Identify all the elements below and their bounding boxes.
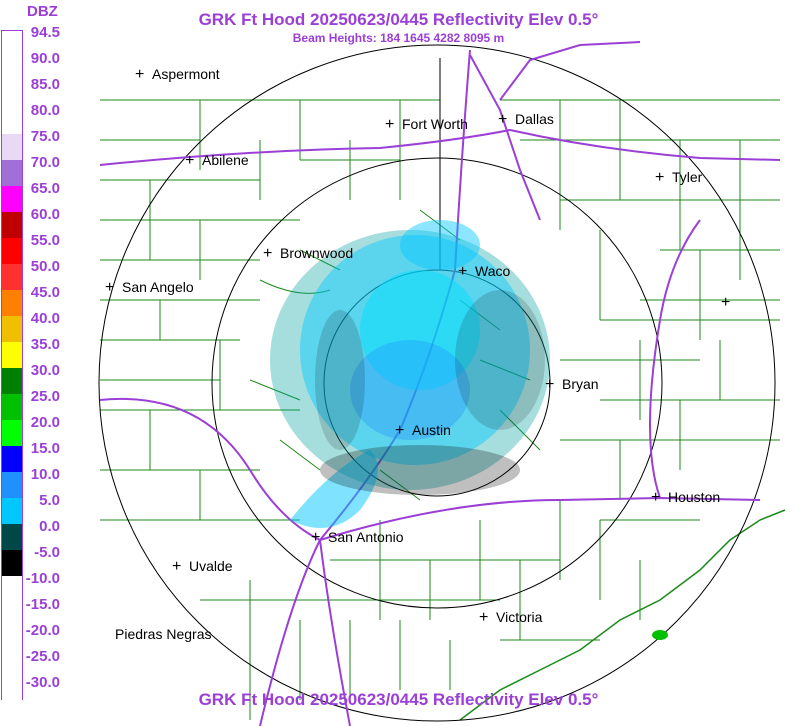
reflectivity-echoes: [270, 220, 668, 640]
legend-color-swatch: [1, 550, 23, 576]
legend-tick-label: 70.0: [30, 154, 60, 171]
legend-tick-label: 65.0: [30, 180, 60, 197]
city-marker-icon: +: [135, 66, 145, 83]
legend-color-swatch: [1, 576, 23, 602]
legend-color-swatch: [1, 238, 23, 264]
legend-color-swatch: [1, 82, 23, 108]
legend-tick-label: 40.0: [30, 310, 60, 327]
city-label: Uvalde: [189, 558, 233, 574]
reflectivity-legend: DBZ 94.5 90.0 85.0 80.0 75.0 70.0 65.0 60.0 55.0…: [0, 0, 100, 726]
city-marker-icon: +: [651, 489, 661, 506]
legend-color-swatch: [1, 290, 23, 316]
legend-color-swatch: [1, 160, 23, 186]
legend-color-swatch: [1, 498, 23, 524]
legend-color-swatch: [1, 134, 23, 160]
legend-tick-label: 25.0: [30, 388, 60, 405]
beam-heights: Beam Heights: 184 1645 4282 8095 m: [292, 31, 505, 45]
legend-color-swatch: [1, 316, 23, 342]
city-label: Waco: [475, 263, 511, 279]
legend-tick-label: 10.0: [30, 466, 60, 483]
city-marker-icon: +: [479, 609, 489, 626]
city-marker-icon: +: [185, 152, 195, 169]
legend-tick-label: -20.0: [25, 622, 60, 639]
city-label: Bryan: [562, 376, 599, 392]
legend-tick-label: -25.0: [25, 648, 60, 665]
legend-tick-label: -10.0: [25, 570, 60, 587]
city-marker-icon: +: [498, 111, 508, 128]
legend-color-swatch: [1, 264, 23, 290]
city-marker-icon: +: [395, 422, 405, 439]
legend-color-swatch: [1, 472, 23, 498]
city-marker-icon: +: [655, 169, 665, 186]
legend-color-swatch: [1, 30, 23, 56]
legend-color-swatch: [1, 680, 23, 700]
legend-tick-label: 5.0: [39, 492, 60, 509]
legend-color-swatch: [1, 602, 23, 628]
city-marker-icon: +: [385, 116, 395, 133]
highways: [99, 41, 781, 726]
city-marker-icon: +: [721, 294, 731, 311]
city-label: Abilene: [202, 152, 249, 168]
legend-color-swatch: [1, 524, 23, 550]
city-label: Fort Worth: [402, 116, 468, 132]
legend-color-swatch: [1, 394, 23, 420]
city-marker-icon: +: [311, 529, 321, 546]
legend-tick-label: 35.0: [30, 336, 60, 353]
legend-tick-label: 45.0: [30, 284, 60, 301]
legend-tick-label: -5.0: [34, 544, 60, 561]
legend-tick-label: 20.0: [30, 414, 60, 431]
legend-colorbar: [1, 30, 23, 700]
legend-tick-label: 90.0: [30, 50, 60, 67]
legend-tick-label: 94.5: [30, 24, 60, 41]
legend-color-swatch: [1, 212, 23, 238]
city-marker-icon: +: [263, 245, 273, 262]
legend-tick-label: 75.0: [30, 128, 60, 145]
city-label: San Antonio: [328, 529, 404, 545]
legend-tick-label: 15.0: [30, 440, 60, 457]
legend-color-swatch: [1, 420, 23, 446]
legend-frame: [1, 30, 23, 700]
city-marker-icon: +: [105, 279, 115, 296]
city-label: Aspermont: [152, 66, 220, 82]
page-title: GRK Ft Hood 20250623/0445 Reflectivity E…: [198, 10, 599, 29]
legend-color-swatch: [1, 628, 23, 654]
footer-title: GRK Ft Hood 20250623/0445 Reflectivity E…: [198, 690, 599, 709]
city-marker-icon: +: [172, 558, 182, 575]
city-label: Dallas: [515, 111, 554, 127]
legend-color-swatch: [1, 654, 23, 680]
city-marker-icon: +: [458, 263, 468, 280]
legend-color-swatch: [1, 108, 23, 134]
legend-color-swatch: [1, 186, 23, 212]
city-label: Austin: [412, 422, 451, 438]
legend-color-swatch: [1, 56, 23, 82]
legend-tick-label: 80.0: [30, 102, 60, 119]
legend-tick-label: 30.0: [30, 362, 60, 379]
city-marker-icon: +: [545, 376, 555, 393]
city-label: Tyler: [672, 169, 703, 185]
legend-tick-label: 0.0: [39, 518, 60, 535]
legend-tick-label: -30.0: [25, 674, 60, 691]
city-label: Houston: [668, 489, 721, 505]
city-label: Brownwood: [280, 245, 354, 261]
legend-tick-label: 55.0: [30, 232, 60, 249]
legend-color-swatch: [1, 446, 23, 472]
city-label: Piedras Negras: [115, 626, 212, 642]
coastline: [459, 509, 786, 721]
city-label: Victoria: [496, 609, 543, 625]
legend-color-swatch: [1, 368, 23, 394]
range-rings: [98, 44, 776, 722]
legend-tick-label: 85.0: [30, 76, 60, 93]
legend-tick-label: -15.0: [25, 596, 60, 613]
legend-unit: DBZ: [27, 3, 58, 20]
city-label: San Angelo: [122, 279, 194, 295]
legend-tick-label: 50.0: [30, 258, 60, 275]
legend-color-swatch: [1, 342, 23, 368]
legend-tick-label: 60.0: [30, 206, 60, 223]
